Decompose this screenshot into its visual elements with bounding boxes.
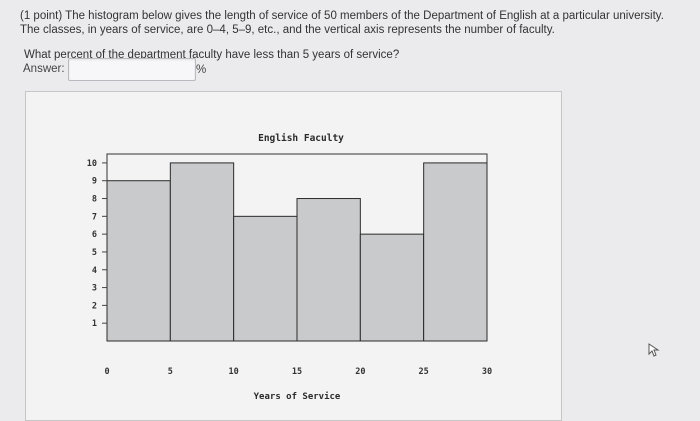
answer-input[interactable] (68, 58, 196, 81)
x-tick-label: 20 (355, 367, 365, 377)
x-tick-label: 15 (292, 367, 302, 377)
y-tick-label: 2 (92, 301, 97, 311)
x-tick-label: 30 (482, 367, 492, 377)
x-axis-label: Years of Service (254, 391, 341, 402)
histogram-bar-0–4 (106, 180, 171, 342)
histogram-bar-25–29 (423, 162, 488, 342)
histogram-bar-20–24 (359, 233, 425, 342)
percent-unit: % (196, 64, 207, 76)
chart-panel: 1 2 3 4 5 6 7 8 9 10 0 5 10 15 20 25 30 English Faculty Ye… (25, 91, 562, 421)
y-tick-label: 8 (92, 195, 97, 205)
y-tick-label: 3 (92, 284, 97, 294)
chart-title: English Faculty (258, 133, 344, 144)
question-text: (1 point) The histogram below gives the … (20, 10, 664, 36)
y-tick-label: 9 (92, 177, 97, 187)
histogram-chart: 1 2 3 4 5 6 7 8 9 10 0 5 10 15 20 25 30 English Faculty Ye… (87, 133, 492, 402)
y-tick-label: 4 (92, 266, 97, 276)
mouse-cursor-icon (648, 343, 660, 357)
y-tick-label: 6 (92, 230, 97, 240)
x-tick-label: 25 (419, 367, 429, 377)
histogram-bar-5–9 (169, 162, 235, 342)
histogram-bar-10–14 (233, 215, 298, 342)
y-tick-label: 1 (92, 319, 97, 329)
y-tick-label: 10 (87, 159, 97, 169)
y-tick-label: 7 (92, 212, 97, 222)
x-tick-label: 10 (229, 367, 239, 377)
answer-label: Answer: (23, 63, 65, 75)
y-tick-label: 5 (92, 248, 97, 258)
histogram-bar-15–19 (296, 198, 361, 342)
x-tick-label: 5 (168, 367, 173, 377)
x-tick-label: 0 (104, 367, 109, 377)
